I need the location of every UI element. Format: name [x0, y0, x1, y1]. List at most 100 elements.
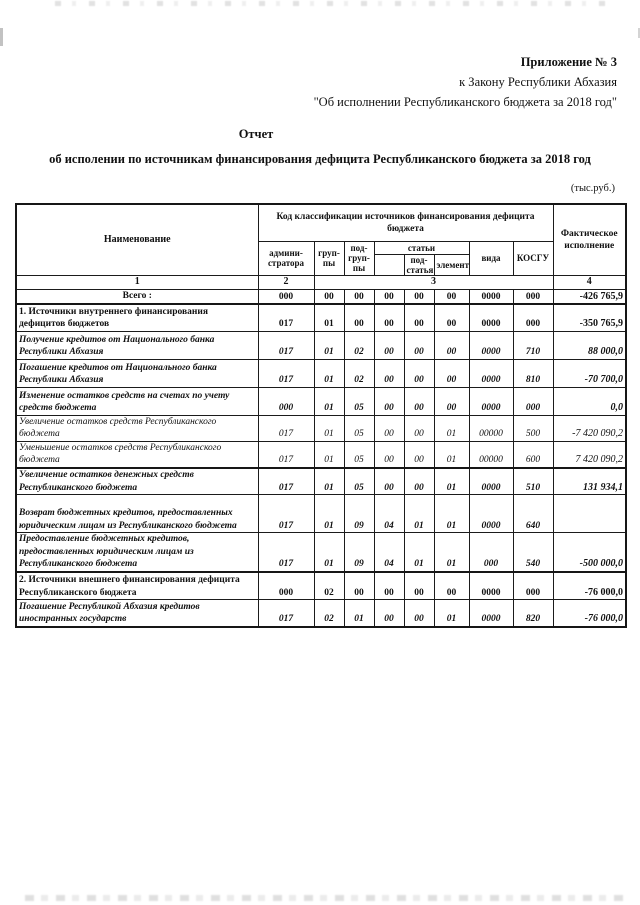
code-subgroup-cell: 09	[343, 532, 375, 572]
actual-value-cell: -76 000,0	[552, 570, 627, 600]
code-subarticle-cell: 00	[403, 414, 435, 442]
col-header-article-blank	[373, 253, 405, 276]
table-row: Погашение кредитов от Национального банк…	[15, 358, 627, 388]
row-name-cell: Увеличение остатков денежных средств Рес…	[15, 466, 259, 495]
code-vid-cell: 00000	[468, 414, 514, 442]
code-subarticle-cell: 00	[403, 330, 435, 360]
actual-value-cell: 7 420 090,2	[552, 440, 627, 468]
actual-value-cell: -7 420 090,2	[552, 414, 627, 442]
code-element-cell: 00	[433, 570, 470, 600]
code-kosgu-cell: 510	[512, 466, 554, 495]
report-subtitle: об исполении по источникам финансировани…	[49, 152, 591, 166]
code-element-cell: 01	[433, 599, 470, 627]
code-kosgu-cell: 000	[512, 386, 554, 416]
code-kosgu-cell: 810	[512, 358, 554, 388]
code-element-cell: 01	[433, 466, 470, 495]
code-vid-cell: 0000	[468, 570, 514, 600]
code-group-cell: 01	[313, 466, 345, 495]
code-kosgu-cell: 600	[512, 440, 554, 468]
row-name-cell: Погашение Республикой Абхазия кредитов и…	[15, 599, 259, 627]
code-element-cell: 00	[433, 386, 470, 416]
code-vid-cell: 0000	[468, 288, 514, 305]
actual-value-cell: -76 000,0	[552, 599, 627, 627]
appendix-law-title: "Об исполнении Республиканского бюджета …	[313, 95, 617, 109]
row-name-cell: Возврат бюджетных кредитов, предоставлен…	[15, 494, 259, 533]
code-article-cell: 00	[373, 303, 405, 332]
code-subgroup-cell: 05	[343, 440, 375, 468]
code-subarticle-cell: 00	[403, 440, 435, 468]
col-header-vid: вида	[468, 240, 514, 276]
row-name-cell: Уменьшение остатков средств Республиканс…	[15, 440, 259, 468]
actual-value-cell: -426 765,9	[552, 288, 627, 305]
code-administrator-cell: 017	[257, 440, 315, 468]
table-row: Получение кредитов от Национального банк…	[15, 330, 627, 360]
code-kosgu-cell: 540	[512, 532, 554, 572]
row-name-cell: 2. Источники внешнего финансирования деф…	[15, 570, 259, 600]
code-subgroup-cell: 00	[343, 288, 375, 305]
code-subarticle-cell: 01	[403, 532, 435, 572]
table-row: Предоставление бюджетных кредитов, предо…	[15, 532, 627, 572]
column-index-row: 1 2 3 4	[15, 274, 627, 290]
code-article-cell: 00	[373, 330, 405, 360]
code-vid-cell: 00000	[468, 440, 514, 468]
actual-value-cell: -500 000,0	[552, 532, 627, 572]
code-subarticle-cell: 01	[403, 494, 435, 533]
code-subarticle-cell: 00	[403, 288, 435, 305]
report-title: Отчет	[238, 127, 274, 141]
code-article-cell: 00	[373, 414, 405, 442]
code-vid-cell: 000	[468, 532, 514, 572]
code-administrator-cell: 017	[257, 358, 315, 388]
code-element-cell: 01	[433, 414, 470, 442]
col-header-code-group: Код классификации источников финансирова…	[257, 203, 554, 242]
code-group-cell: 01	[313, 440, 345, 468]
col-header-subarticle: под- статья	[403, 253, 435, 276]
code-kosgu-cell: 000	[512, 288, 554, 305]
code-article-cell: 00	[373, 570, 405, 600]
row-name-cell: Предоставление бюджетных кредитов, предо…	[15, 532, 259, 572]
code-kosgu-cell: 000	[512, 303, 554, 332]
code-element-cell: 01	[433, 532, 470, 572]
table-row: Всего :000 00 00 00 00 00 0000 000 -426 765,9	[15, 288, 627, 305]
code-kosgu-cell: 500	[512, 414, 554, 442]
col-header-kosgu: КОСГУ	[512, 240, 554, 276]
code-subarticle-cell: 00	[403, 358, 435, 388]
code-article-cell: 00	[373, 386, 405, 416]
actual-value-cell: -350 765,9	[552, 303, 627, 332]
code-article-cell: 00	[373, 440, 405, 468]
code-element-cell: 01	[433, 440, 470, 468]
code-subgroup-cell: 05	[343, 466, 375, 495]
col-header-articles: статьи	[373, 240, 470, 255]
code-group-cell: 01	[313, 414, 345, 442]
code-administrator-cell: 000	[257, 570, 315, 600]
table-row: Погашение Республикой Абхазия кредитов и…	[15, 599, 627, 627]
code-administrator-cell: 000	[257, 386, 315, 416]
code-group-cell: 01	[313, 494, 345, 533]
code-article-cell: 00	[373, 358, 405, 388]
code-administrator-cell: 017	[257, 330, 315, 360]
col-header-subgroup: под- груп- пы	[343, 240, 375, 276]
code-subgroup-cell: 00	[343, 570, 375, 600]
code-subgroup-cell: 01	[343, 599, 375, 627]
code-group-cell: 01	[313, 330, 345, 360]
code-kosgu-cell: 640	[512, 494, 554, 533]
code-subgroup-cell: 05	[343, 414, 375, 442]
code-element-cell: 00	[433, 330, 470, 360]
code-vid-cell: 0000	[468, 386, 514, 416]
actual-value-cell: -70 700,0	[552, 358, 627, 388]
code-element-cell: 01	[433, 494, 470, 533]
code-article-cell: 00	[373, 288, 405, 305]
actual-value-cell: 0,0	[552, 386, 627, 416]
code-vid-cell: 0000	[468, 330, 514, 360]
table-row: 1. Источники внутреннего финансирования …	[15, 303, 627, 332]
code-administrator-cell: 000	[257, 288, 315, 305]
code-vid-cell: 0000	[468, 599, 514, 627]
index-3: 3	[313, 274, 554, 290]
code-group-cell: 02	[313, 599, 345, 627]
scan-artifact-bottom	[25, 895, 625, 901]
code-kosgu-cell: 820	[512, 599, 554, 627]
appendix-block: Приложение № 3 к Закону Республики Абхаз…	[0, 52, 617, 112]
table-row: Изменение остатков средств на счетах по …	[15, 386, 627, 416]
code-kosgu-cell: 710	[512, 330, 554, 360]
code-group-cell: 01	[313, 532, 345, 572]
